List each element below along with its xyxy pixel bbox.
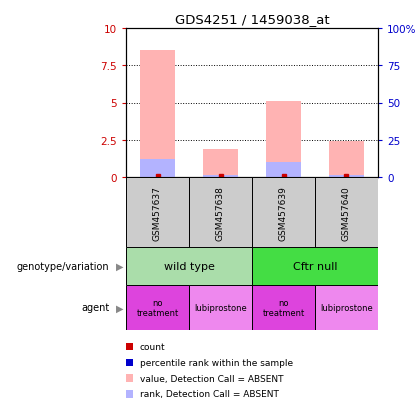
Text: wild type: wild type [163, 261, 215, 271]
Bar [315, 285, 378, 330]
Text: agent: agent [81, 303, 109, 313]
Bar [140, 160, 175, 178]
Bar [189, 178, 252, 248]
Bar [203, 150, 238, 178]
Text: ▶: ▶ [116, 261, 124, 271]
Text: GSM457640: GSM457640 [342, 185, 351, 240]
Bar [126, 248, 252, 285]
Bar [203, 176, 238, 178]
Text: value, Detection Call = ABSENT: value, Detection Call = ABSENT [140, 374, 283, 383]
Bar [266, 163, 301, 178]
Title: GDS4251 / 1459038_at: GDS4251 / 1459038_at [175, 13, 329, 26]
Text: lubiprostone: lubiprostone [320, 303, 373, 312]
Bar [189, 285, 252, 330]
Bar [266, 102, 301, 178]
Text: no
treatment: no treatment [262, 298, 304, 317]
Bar [252, 178, 315, 248]
Bar [126, 285, 189, 330]
Bar [315, 178, 378, 248]
Bar [140, 51, 175, 178]
Text: GSM457637: GSM457637 [153, 185, 162, 240]
Text: no
treatment: no treatment [136, 298, 178, 317]
Text: rank, Detection Call = ABSENT: rank, Detection Call = ABSENT [140, 389, 278, 399]
Text: GSM457638: GSM457638 [216, 185, 225, 240]
Bar [329, 176, 364, 178]
Text: Cftr null: Cftr null [293, 261, 337, 271]
Text: count: count [140, 342, 165, 351]
Text: GSM457639: GSM457639 [279, 185, 288, 240]
Text: ▶: ▶ [116, 303, 124, 313]
Bar [252, 285, 315, 330]
Bar [329, 142, 364, 178]
Text: percentile rank within the sample: percentile rank within the sample [140, 358, 293, 367]
Bar [252, 248, 378, 285]
Text: genotype/variation: genotype/variation [16, 261, 109, 271]
Text: lubiprostone: lubiprostone [194, 303, 247, 312]
Bar [126, 178, 189, 248]
